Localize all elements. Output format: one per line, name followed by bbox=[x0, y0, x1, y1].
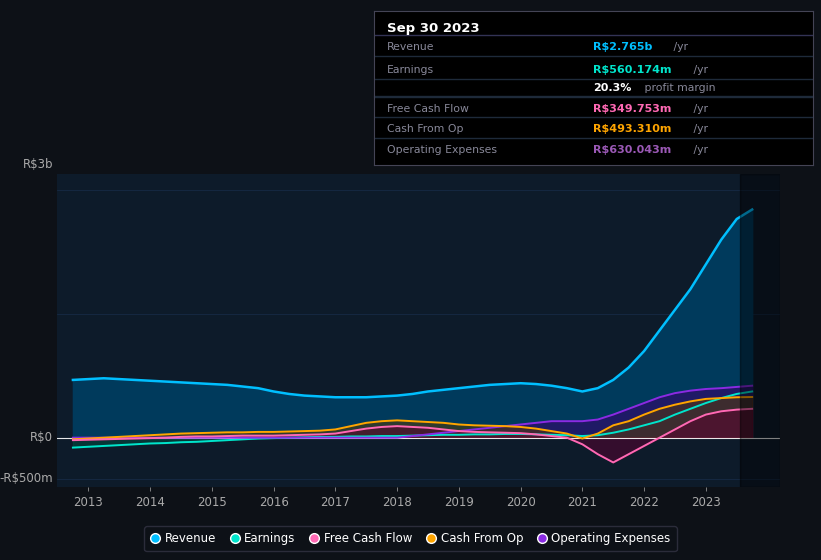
Bar bbox=[740, 174, 780, 487]
Text: R$349.753m: R$349.753m bbox=[594, 104, 672, 114]
Text: Operating Expenses: Operating Expenses bbox=[387, 145, 497, 155]
Text: 20.3%: 20.3% bbox=[594, 83, 631, 93]
Text: -R$500m: -R$500m bbox=[0, 473, 53, 486]
Text: profit margin: profit margin bbox=[641, 83, 716, 93]
Text: /yr: /yr bbox=[690, 124, 708, 134]
Text: R$630.043m: R$630.043m bbox=[594, 145, 672, 155]
Text: Revenue: Revenue bbox=[387, 42, 434, 52]
Text: R$0: R$0 bbox=[30, 431, 53, 444]
Text: R$493.310m: R$493.310m bbox=[594, 124, 672, 134]
Text: R$3b: R$3b bbox=[23, 158, 53, 171]
Text: R$2.765b: R$2.765b bbox=[594, 42, 653, 52]
Text: /yr: /yr bbox=[690, 104, 708, 114]
Text: Earnings: Earnings bbox=[387, 65, 433, 75]
Legend: Revenue, Earnings, Free Cash Flow, Cash From Op, Operating Expenses: Revenue, Earnings, Free Cash Flow, Cash … bbox=[144, 526, 677, 551]
Text: Sep 30 2023: Sep 30 2023 bbox=[387, 22, 479, 35]
Text: Free Cash Flow: Free Cash Flow bbox=[387, 104, 469, 114]
Text: R$560.174m: R$560.174m bbox=[594, 65, 672, 75]
Text: /yr: /yr bbox=[671, 42, 689, 52]
Text: Cash From Op: Cash From Op bbox=[387, 124, 463, 134]
Text: /yr: /yr bbox=[690, 145, 708, 155]
Text: /yr: /yr bbox=[690, 65, 708, 75]
